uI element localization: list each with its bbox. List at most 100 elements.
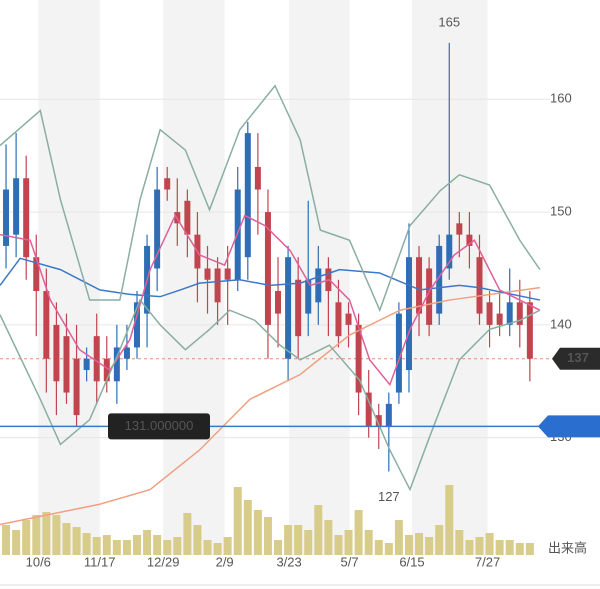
- x-tick-label: 5/7: [341, 554, 359, 569]
- volume-bar: [485, 533, 494, 555]
- x-tick-label: 11/17: [84, 554, 116, 569]
- candle-body: [33, 257, 40, 292]
- candle-body: [93, 336, 100, 382]
- volume-bar: [334, 535, 343, 555]
- candle-body: [516, 302, 523, 325]
- volume-bar: [475, 537, 484, 555]
- candle-body: [43, 291, 50, 359]
- current-price-tag: [552, 347, 600, 370]
- candle-body: [224, 268, 231, 280]
- volume-bar: [344, 530, 353, 555]
- volume-bar: [354, 510, 363, 555]
- candle-body: [335, 302, 342, 337]
- volume-bar: [455, 530, 464, 555]
- volume-bar: [404, 535, 413, 555]
- volume-bar: [364, 530, 373, 555]
- candle-body: [385, 403, 392, 427]
- candle-body: [214, 268, 221, 303]
- volume-bar: [495, 540, 504, 555]
- candle-body: [184, 200, 191, 235]
- candle-body: [103, 358, 110, 382]
- candle-body: [486, 302, 493, 325]
- volume-bar: [22, 520, 31, 555]
- volume-bar: [445, 485, 454, 555]
- volume-bar: [82, 533, 91, 555]
- current-price-label: 137: [567, 350, 589, 365]
- volume-bar: [72, 527, 81, 555]
- candle-body: [53, 324, 60, 382]
- volume-bar: [213, 543, 222, 555]
- x-tick-label: 12/29: [147, 554, 180, 569]
- candle-body: [244, 133, 251, 258]
- candle-body: [395, 313, 402, 393]
- volume-bar: [394, 520, 403, 555]
- volume-bar: [384, 543, 393, 555]
- candle-body: [154, 189, 161, 269]
- candle-body: [63, 336, 70, 393]
- y-tick-label: 140: [550, 316, 572, 331]
- candle-body: [416, 257, 423, 314]
- candle-body: [73, 358, 80, 416]
- candle-body: [123, 347, 130, 359]
- volume-bar: [243, 500, 252, 555]
- x-tick-label: 2/9: [216, 554, 234, 569]
- volume-bar: [374, 540, 383, 555]
- candle-body: [426, 268, 433, 325]
- volume-bar: [143, 530, 152, 555]
- candle-body: [446, 234, 453, 269]
- indicator-line: [0, 213, 541, 387]
- candle-body: [254, 166, 261, 190]
- x-tick-label: 10/6: [26, 554, 51, 569]
- candle-body: [305, 279, 312, 314]
- volume-bar: [263, 517, 272, 555]
- candle-body: [13, 178, 20, 235]
- candle-body: [365, 392, 372, 427]
- stripe: [38, 0, 100, 555]
- volume-bar: [314, 505, 323, 555]
- volume-bar: [193, 525, 202, 555]
- candle-body: [476, 257, 483, 314]
- volume-bar: [2, 525, 11, 555]
- candle-body: [526, 302, 533, 359]
- indicator-line: [0, 84, 541, 313]
- candle-body: [375, 415, 382, 427]
- volume-bar: [203, 540, 212, 555]
- low-label: 127: [378, 489, 400, 504]
- candle-body: [345, 313, 352, 325]
- volume-bar: [525, 543, 534, 555]
- volume-bar: [122, 540, 131, 555]
- volume-bar: [425, 537, 434, 555]
- volume-bar: [253, 510, 262, 555]
- volume-bar: [505, 540, 514, 555]
- candle-body: [164, 178, 171, 190]
- volume-bar: [274, 540, 283, 555]
- crosshair-label: 131.000000: [125, 418, 194, 433]
- stripe: [163, 0, 225, 555]
- y-tick-label: 150: [550, 204, 572, 219]
- candle-body: [436, 245, 443, 314]
- indicator-line: [0, 298, 541, 492]
- candle-body: [405, 257, 412, 370]
- x-tick-label: 6/15: [399, 554, 424, 569]
- volume-bar: [294, 525, 303, 555]
- crosshair-tag: [538, 415, 600, 438]
- volume-bar: [112, 540, 121, 555]
- volume-bar: [163, 540, 172, 555]
- volume-bar: [92, 537, 101, 555]
- candle-body: [23, 178, 30, 258]
- volume-bar: [435, 525, 444, 555]
- volume-bar: [515, 543, 524, 555]
- candle-body: [83, 358, 90, 370]
- volume-bar: [284, 525, 293, 555]
- volume-bar: [42, 512, 51, 555]
- x-tick-label: 7/27: [475, 554, 500, 569]
- candle-body: [113, 347, 120, 382]
- candle-body: [3, 189, 10, 246]
- candle-body: [315, 268, 322, 303]
- candle-body: [285, 257, 292, 359]
- volume-bar: [223, 537, 232, 555]
- y-tick-label: 160: [550, 91, 572, 106]
- x-tick-label: 3/23: [276, 554, 301, 569]
- candle-body: [506, 302, 513, 325]
